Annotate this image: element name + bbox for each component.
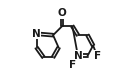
Text: O: O — [58, 8, 66, 18]
Text: F: F — [94, 51, 101, 61]
Text: N: N — [73, 51, 82, 61]
Text: N: N — [32, 29, 41, 39]
Text: F: F — [69, 60, 76, 70]
